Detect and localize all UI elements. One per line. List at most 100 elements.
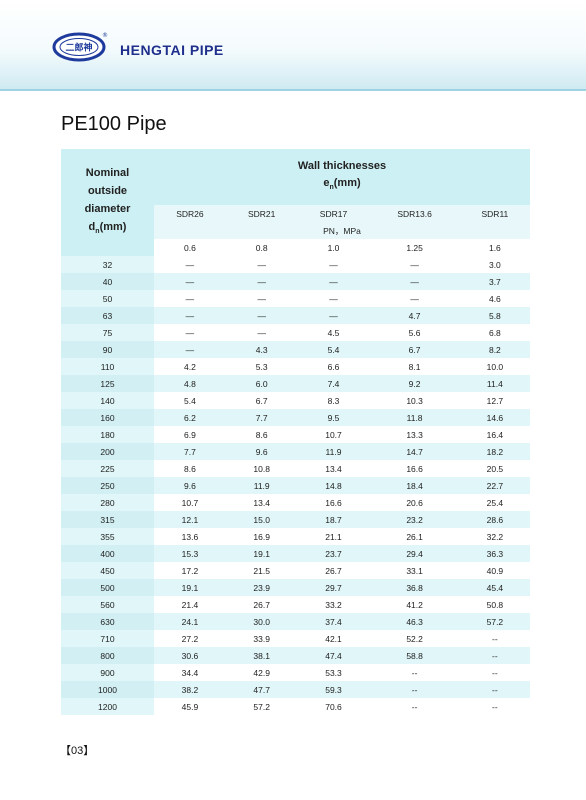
thickness-cell: 8.3 [327,395,340,406]
diameter-cell: 280 [61,494,154,511]
company-logo: 二郎神 ® [52,32,108,62]
thickness-cell: 26.7 [253,599,270,610]
thickness-cell: 58.8 [369,647,460,664]
table-row: 140 5.4 6.7 8.3 10.3 12.7 [61,392,530,409]
thickness-cell: 13.4 [253,497,270,508]
thickness-cell: 15.0 [225,511,298,528]
thickness-cell: -- [492,633,498,644]
thickness-cell: 10.3 [406,395,423,406]
sdr-header: SDR17 [297,205,370,222]
diameter-cell: 125 [61,375,154,392]
table-row: 63— — —4.7 5.8 [61,307,530,324]
thickness-cell: 42.9 [253,667,270,678]
thickness-cell: 33.9 [253,633,270,644]
diameter-cell: 315 [61,511,154,528]
thickness-cell: 5.8 [459,307,530,324]
pn-value: 1.6 [459,239,530,256]
sdr-header: SDR26 [154,205,226,222]
diameter-cell: 50 [61,290,154,307]
thickness-cell: — [154,341,226,358]
thickness-cell: 14.7 [369,443,460,460]
diameter-cell: 1000 [61,681,154,698]
sdr-header: SDR13.6 [369,205,460,222]
table-row: 315 12.1 15.0 18.7 23.2 28.6 [61,511,530,528]
thickness-cell: — [185,327,195,338]
sdr-header: SDR21 [225,205,298,222]
thickness-cell: 26.7 [325,565,342,576]
nominal-header-line: diameter [84,202,131,215]
thickness-cell: 23.2 [369,511,460,528]
thickness-cell: 47.7 [225,681,298,698]
table-row: 160 6.2 7.7 9.5 11.8 14.6 [61,409,530,426]
thickness-cell: 27.2 [181,633,199,644]
thickness-cell: — [154,307,226,324]
diameter-cell: 560 [61,596,154,613]
diameter-cell: 250 [61,477,154,494]
thickness-cell: 8.6 [183,463,196,474]
table-row: 280 10.7 13.4 16.6 20.6 25.4 [61,494,530,511]
thickness-cell: — [257,327,266,338]
thickness-cell: -- [411,667,418,678]
diameter-cell: 140 [61,392,154,409]
thickness-cell: 16.6 [406,463,423,474]
registered-mark: ® [102,32,108,39]
thickness-cell: 22.7 [459,477,530,494]
thickness-cell: 29.7 [297,579,370,596]
thickness-cell: 4.3 [225,341,298,358]
table-row: 50 — — — — 4.6 [61,290,530,307]
logo-text: 二郎神 [65,42,92,54]
table-row: 400 15.3 19.1 23.7 29.4 36.3 [61,545,530,562]
thickness-cell: 11.4 [459,375,530,392]
sdr-header: SDR11 [459,205,530,222]
thickness-cell: 7.4 [297,375,370,392]
thickness-cell: 24.1 [154,613,226,630]
thickness-cell: 5.3 [255,361,268,372]
table-row: 125 4.8 6.0 7.4 9.2 11.4 [61,375,530,392]
table-row: 1200 45.9 57.2 70.6 -- -- [61,698,530,715]
diameter-cell: 710 [61,630,154,647]
thickness-cell: 32.2 [486,531,504,542]
thickness-cell: 30.6 [154,647,226,664]
thickness-cell: 10.8 [253,463,270,474]
thickness-cell: 45.4 [459,579,530,596]
thickness-cell: 12.7 [486,395,504,406]
thickness-cell: 13.3 [406,429,423,440]
table-row: 900 34.4 42.9 53.3 -- -- [61,664,530,681]
wall-header-label: Wall thicknesses [297,159,387,172]
thickness-cell: 12.1 [154,511,226,528]
thickness-cell: 36.3 [459,545,530,562]
thickness-cell: -- [459,681,530,698]
table-row: 32 — — — — 3.0 [61,256,530,273]
thickness-cell: 5.6 [408,327,421,338]
table-row: 355 13.6 16.9 21.1 26.1 32.2 [61,528,530,545]
thickness-cell: — [225,307,298,324]
table-row: 225 8.6 10.8 13.4 16.6 20.5 [61,460,530,477]
diameter-cell: 180 [61,426,154,443]
thickness-cell: — [410,293,419,304]
table-row: 90—4.3 5.4 6.7 8.2 [61,341,530,358]
diameter-cell: 450 [61,562,154,579]
thickness-cell: 14.8 [297,477,370,494]
thickness-cell: 5.4 [297,341,370,358]
thickness-cell: 38.2 [154,681,226,698]
thickness-cell: 42.1 [325,633,342,644]
thickness-cell: 13.4 [325,463,342,474]
thickness-cell: 25.4 [486,497,504,508]
table-row: 1000 38.2 47.7 59.3 -- -- [61,681,530,698]
thickness-cell: — [257,293,266,304]
thickness-cell: 34.4 [181,667,199,678]
diameter-cell: 1200 [61,698,154,715]
thickness-cell: 11.8 [369,409,460,426]
thickness-cell: 59.3 [297,681,370,698]
thickness-cell: 19.1 [225,545,298,562]
thickness-cell: -- [459,647,530,664]
wall-thickness-header: Wall thicknesses en(mm) [154,149,530,205]
page-title: PE100 Pipe [61,113,167,135]
pn-value: 0.6 [154,239,226,256]
thickness-cell: 53.3 [325,667,342,678]
table-row: 630 24.1 30.0 37.4 46.3 57.2 [61,613,530,630]
thickness-cell: 16.9 [253,531,270,542]
table-row: 500 19.1 23.9 29.7 36.8 45.4 [61,579,530,596]
diameter-cell: 160 [61,409,154,426]
table-row: 75 — — 4.5 5.6 6.8 [61,324,530,341]
